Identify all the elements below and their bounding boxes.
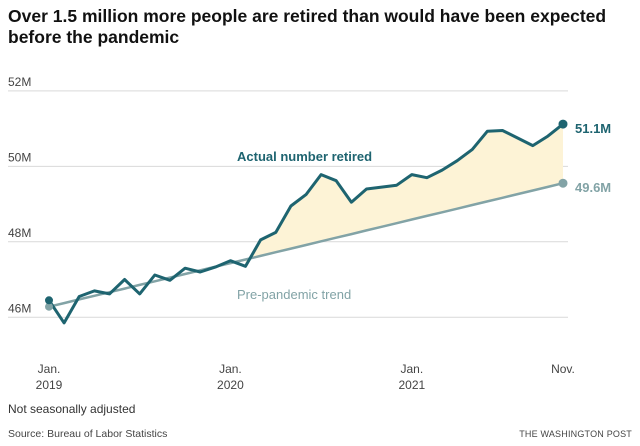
actual-end-label: 51.1M — [575, 121, 611, 136]
x-tick-label: Jan. — [400, 362, 423, 376]
actual-start-point — [45, 296, 53, 305]
chart-labels: 46M 48M 50M 52M Jan. 2019 Jan. 2020 Jan. 2021 Nov.… — [8, 75, 611, 392]
trend-end-point — [558, 178, 568, 188]
x-tick-year-label: 2021 — [398, 378, 425, 392]
source-note: Source: Bureau of Labor Statistics — [8, 428, 168, 440]
actual-line — [47, 122, 565, 325]
y-tick-label: 48M — [8, 226, 31, 240]
x-tick-label: Nov. — [551, 362, 575, 376]
trend-series-label: Pre-pandemic trend — [237, 287, 351, 302]
actual-series-label: Actual number retired — [237, 149, 372, 164]
publisher-credit: THE WASHINGTON POST — [519, 429, 632, 439]
y-tick-label: 50M — [8, 150, 31, 164]
x-tick-label: Jan. — [38, 362, 61, 376]
series-lines — [47, 122, 565, 325]
x-tick-year-label: 2019 — [36, 378, 63, 392]
actual-end-point — [558, 119, 568, 129]
x-tick-label: Jan. — [219, 362, 242, 376]
footnote: Not seasonally adjusted — [8, 402, 136, 416]
excess-retirement-area — [245, 124, 563, 267]
gap-area — [245, 124, 563, 267]
trend-start-point — [45, 302, 53, 311]
trend-line — [47, 181, 565, 308]
chart-title: Over 1.5 million more people are retired… — [8, 6, 607, 47]
series-markers — [45, 119, 568, 311]
y-tick-label: 46M — [8, 301, 31, 315]
gridlines — [8, 90, 568, 318]
x-tick-year-label: 2020 — [217, 378, 244, 392]
y-tick-label: 52M — [8, 75, 31, 89]
trend-end-label: 49.6M — [575, 180, 611, 195]
